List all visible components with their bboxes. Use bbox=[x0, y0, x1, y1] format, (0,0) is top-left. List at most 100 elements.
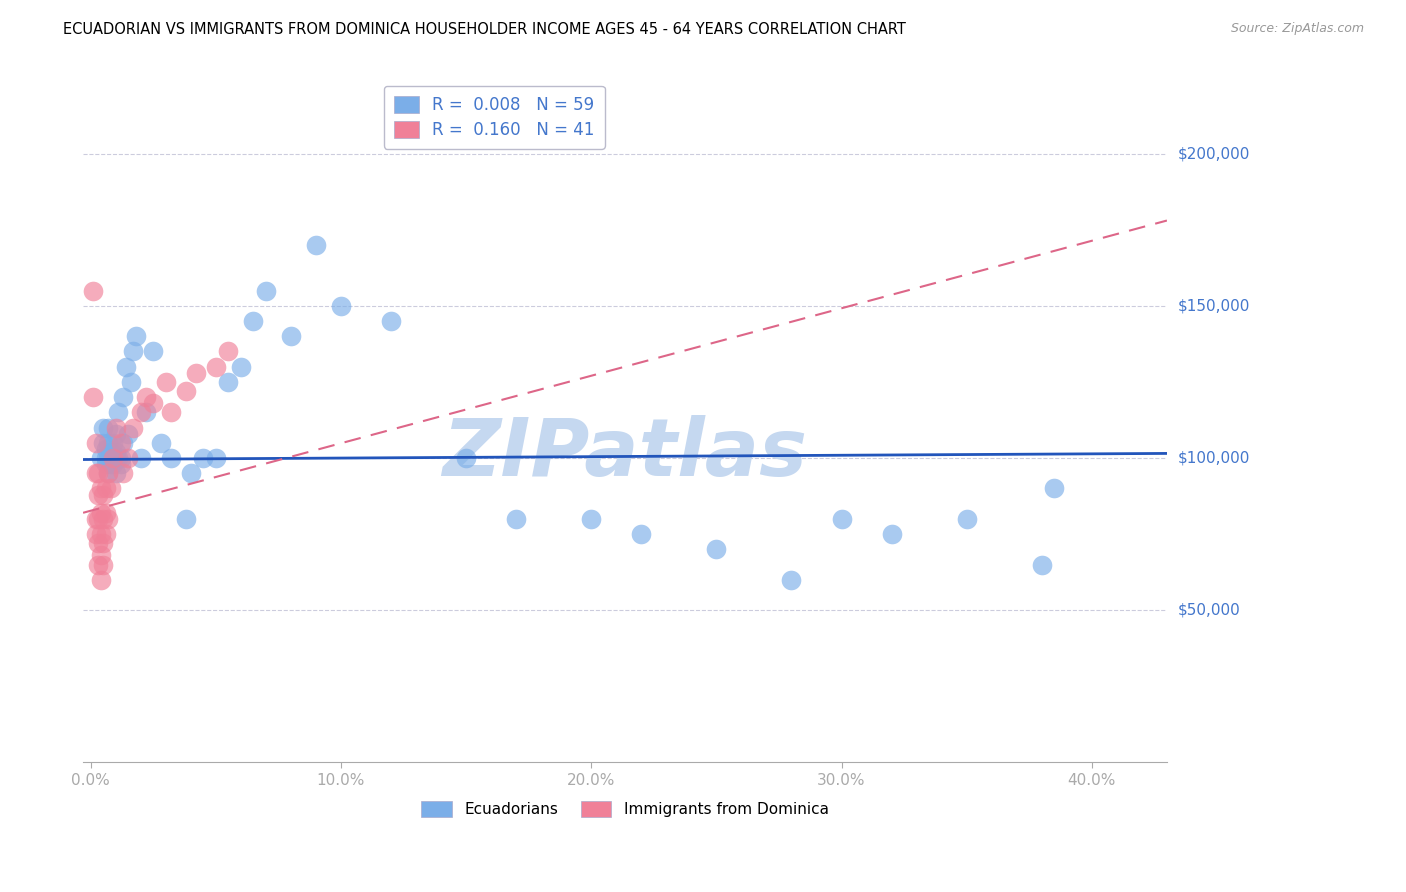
Point bbox=[112, 467, 135, 481]
Point bbox=[82, 284, 104, 298]
Point bbox=[84, 512, 107, 526]
Point bbox=[84, 467, 107, 481]
Text: Source: ZipAtlas.com: Source: ZipAtlas.com bbox=[1230, 22, 1364, 36]
Point bbox=[117, 426, 139, 441]
Point bbox=[94, 527, 117, 541]
Point bbox=[704, 542, 727, 557]
Point bbox=[91, 536, 114, 550]
Point bbox=[90, 482, 112, 496]
Point bbox=[97, 420, 120, 434]
Point bbox=[129, 450, 152, 465]
Point bbox=[100, 450, 122, 465]
Point bbox=[90, 549, 112, 563]
Point bbox=[90, 450, 112, 465]
Point bbox=[104, 467, 127, 481]
Point bbox=[120, 375, 142, 389]
Point bbox=[193, 450, 215, 465]
Point bbox=[104, 450, 127, 465]
Point bbox=[107, 450, 129, 465]
Point bbox=[101, 450, 124, 465]
Point bbox=[84, 435, 107, 450]
Point bbox=[87, 558, 110, 572]
Point bbox=[97, 467, 120, 481]
Point bbox=[90, 573, 112, 587]
Point bbox=[217, 375, 239, 389]
Point bbox=[91, 420, 114, 434]
Point bbox=[100, 457, 122, 471]
Point bbox=[112, 390, 135, 404]
Point bbox=[101, 450, 124, 465]
Point bbox=[101, 435, 124, 450]
Point bbox=[380, 314, 402, 328]
Point bbox=[91, 435, 114, 450]
Point bbox=[122, 344, 145, 359]
Point bbox=[91, 512, 114, 526]
Point bbox=[454, 450, 477, 465]
Text: $150,000: $150,000 bbox=[1178, 298, 1250, 313]
Point bbox=[100, 445, 122, 459]
Point bbox=[91, 487, 114, 501]
Point bbox=[114, 359, 136, 374]
Point bbox=[254, 284, 277, 298]
Legend: Ecuadorians, Immigrants from Dominica: Ecuadorians, Immigrants from Dominica bbox=[415, 795, 835, 823]
Point bbox=[90, 527, 112, 541]
Point bbox=[204, 450, 226, 465]
Point bbox=[87, 487, 110, 501]
Point bbox=[174, 384, 197, 398]
Point bbox=[155, 375, 177, 389]
Point bbox=[831, 512, 853, 526]
Point bbox=[329, 299, 352, 313]
Text: ECUADORIAN VS IMMIGRANTS FROM DOMINICA HOUSEHOLDER INCOME AGES 45 - 64 YEARS COR: ECUADORIAN VS IMMIGRANTS FROM DOMINICA H… bbox=[63, 22, 905, 37]
Text: $200,000: $200,000 bbox=[1178, 146, 1250, 161]
Point bbox=[90, 506, 112, 520]
Point bbox=[104, 420, 127, 434]
Point bbox=[505, 512, 527, 526]
Point bbox=[110, 450, 132, 465]
Point bbox=[94, 506, 117, 520]
Point bbox=[87, 467, 110, 481]
Point bbox=[149, 435, 172, 450]
Point bbox=[122, 420, 145, 434]
Point bbox=[305, 238, 328, 252]
Point bbox=[159, 450, 181, 465]
Point bbox=[1031, 558, 1053, 572]
Point bbox=[94, 457, 117, 471]
Point bbox=[117, 450, 139, 465]
Point bbox=[97, 450, 120, 465]
Point bbox=[229, 359, 252, 374]
Point bbox=[91, 558, 114, 572]
Point bbox=[217, 344, 239, 359]
Point bbox=[110, 435, 132, 450]
Point bbox=[100, 482, 122, 496]
Point bbox=[135, 390, 157, 404]
Point bbox=[112, 435, 135, 450]
Point bbox=[94, 450, 117, 465]
Point bbox=[87, 536, 110, 550]
Point bbox=[280, 329, 302, 343]
Point bbox=[579, 512, 602, 526]
Point bbox=[82, 390, 104, 404]
Point bbox=[94, 442, 117, 456]
Point bbox=[880, 527, 903, 541]
Point bbox=[142, 344, 165, 359]
Point bbox=[87, 512, 110, 526]
Point bbox=[94, 482, 117, 496]
Point bbox=[97, 467, 120, 481]
Point bbox=[84, 527, 107, 541]
Point bbox=[97, 435, 120, 450]
Point bbox=[110, 457, 132, 471]
Point bbox=[204, 359, 226, 374]
Point bbox=[101, 457, 124, 471]
Text: $50,000: $50,000 bbox=[1178, 603, 1240, 618]
Point bbox=[129, 405, 152, 419]
Text: ZIPatlas: ZIPatlas bbox=[443, 415, 807, 493]
Point bbox=[104, 426, 127, 441]
Point bbox=[104, 445, 127, 459]
Point bbox=[956, 512, 979, 526]
Point bbox=[142, 396, 165, 410]
Point bbox=[135, 405, 157, 419]
Text: $100,000: $100,000 bbox=[1178, 450, 1250, 466]
Point bbox=[630, 527, 652, 541]
Point bbox=[159, 405, 181, 419]
Point bbox=[184, 366, 207, 380]
